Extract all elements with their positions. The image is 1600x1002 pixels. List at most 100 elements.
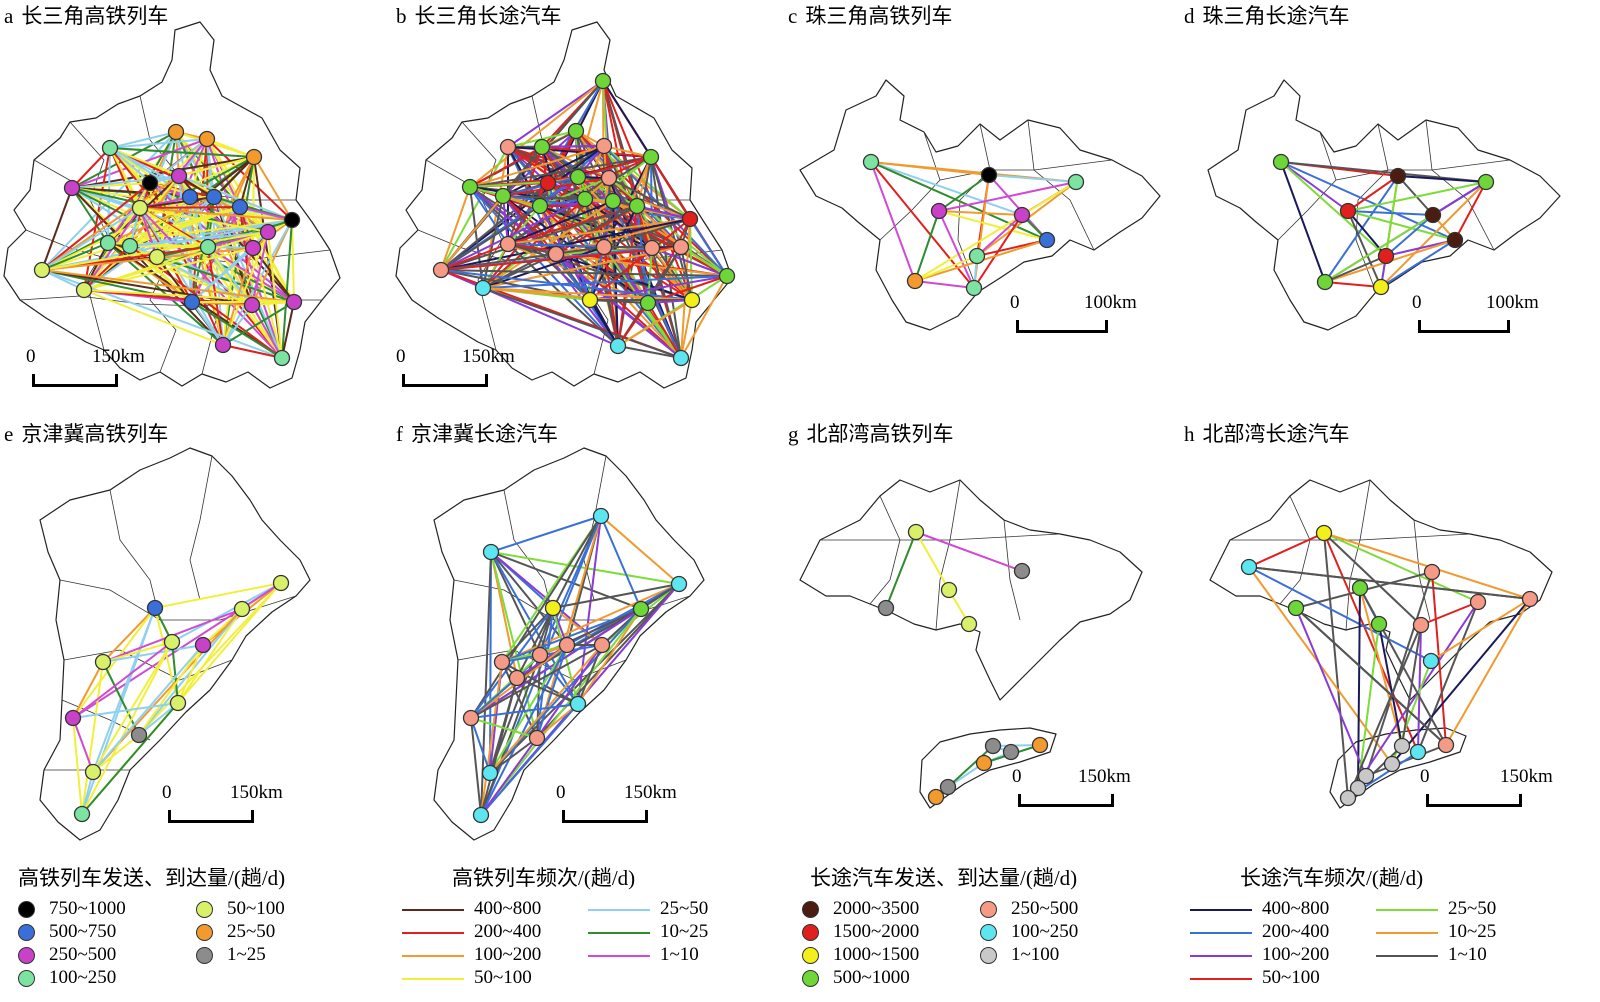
map-d-city-node bbox=[1424, 206, 1442, 224]
map-d-city-node bbox=[1339, 202, 1357, 220]
map-b-link bbox=[502, 145, 605, 197]
legend-title: 长途汽车发送、到达量/(趟/d) bbox=[810, 866, 1078, 890]
map-d-city-node bbox=[1272, 153, 1290, 171]
map-a-city-node bbox=[214, 336, 232, 354]
panel-letter: c bbox=[788, 4, 798, 28]
legend-item: 1000~1500 bbox=[802, 944, 919, 966]
map-b-link bbox=[440, 145, 605, 271]
map-d-city-node bbox=[1446, 231, 1464, 249]
map-d-link bbox=[1324, 281, 1382, 288]
map-c-city-node bbox=[930, 202, 948, 220]
legend-label: 1~25 bbox=[227, 944, 266, 965]
map-a-link bbox=[281, 219, 293, 359]
map-b-city-node bbox=[718, 267, 736, 285]
map-c-link bbox=[938, 174, 990, 212]
legend-dot-icon bbox=[802, 947, 819, 965]
panel-title-text: 珠三角高铁列车 bbox=[805, 4, 953, 28]
map-a-city-node bbox=[259, 223, 277, 241]
map-a-city-node bbox=[283, 211, 301, 229]
map-b-city-node bbox=[499, 235, 517, 253]
legend-label: 10~25 bbox=[660, 921, 709, 942]
map-b-link bbox=[603, 218, 691, 248]
map-h-link bbox=[1431, 571, 1447, 746]
map-d-link bbox=[1280, 161, 1326, 283]
legend-item: 400~800 bbox=[402, 898, 541, 920]
map-g-link bbox=[885, 531, 917, 609]
legend-dot-icon bbox=[980, 924, 997, 942]
map-b-link bbox=[602, 80, 693, 301]
legend-dot-icon bbox=[18, 970, 35, 988]
map-f-city-node bbox=[493, 653, 511, 671]
map-e-city-node bbox=[169, 694, 187, 712]
map-f-city-node bbox=[531, 646, 549, 664]
map-a-city-node bbox=[205, 188, 223, 206]
map-b-link bbox=[689, 218, 693, 301]
legend-item: 10~25 bbox=[588, 921, 708, 943]
map-e-city-node bbox=[146, 599, 164, 617]
map-d-outline bbox=[1207, 79, 1561, 331]
scale-zero: 0 bbox=[1012, 766, 1022, 787]
map-a-link bbox=[41, 187, 73, 271]
panel-title: a 长三角高铁列车 bbox=[4, 0, 168, 30]
panel-letter: b bbox=[396, 4, 407, 28]
map-a-link bbox=[139, 207, 283, 359]
legend-dot-icon bbox=[802, 970, 819, 988]
legend-title: 高铁列车发送、到达量/(趟/d) bbox=[18, 866, 286, 890]
map-b-link bbox=[440, 195, 504, 271]
map-f-link bbox=[490, 551, 568, 646]
map-h-boundary bbox=[1279, 495, 1311, 605]
legend-dot-icon bbox=[196, 924, 213, 942]
map-f-city-node bbox=[592, 507, 610, 525]
legend-label: 200~400 bbox=[474, 921, 542, 942]
legend-item: 100~250 bbox=[18, 967, 116, 989]
scale-distance: 100km bbox=[1486, 292, 1539, 313]
map-a-link bbox=[178, 156, 255, 177]
map-e-link bbox=[138, 644, 204, 736]
map-b-city-node bbox=[539, 174, 557, 192]
map-e-link bbox=[102, 644, 204, 663]
map-a-city-node bbox=[99, 234, 117, 252]
map-b-link bbox=[482, 287, 682, 359]
map-g-boundary bbox=[869, 495, 901, 605]
map-a-link bbox=[71, 187, 224, 346]
map-b-link bbox=[507, 200, 614, 245]
map-h-city-node bbox=[1423, 563, 1441, 581]
map-f-link bbox=[480, 703, 579, 816]
map-b-link bbox=[584, 198, 728, 277]
map-a-link bbox=[156, 256, 295, 303]
map-g-boundary bbox=[820, 533, 1061, 541]
legend-item: 10~25 bbox=[1376, 921, 1496, 943]
legend-item: 1~100 bbox=[980, 944, 1059, 966]
map-h-link bbox=[1378, 623, 1403, 747]
maps-layer bbox=[3, 21, 1561, 841]
legend-line-icon bbox=[588, 908, 650, 911]
map-a-link bbox=[41, 175, 180, 271]
panel-a: a 长三角高铁列车 bbox=[0, 0, 400, 440]
map-h-city-node bbox=[1287, 599, 1305, 617]
panel-letter: g bbox=[788, 422, 799, 446]
map-e-link bbox=[72, 702, 179, 719]
scale-line bbox=[1418, 320, 1510, 333]
map-h-link bbox=[1295, 607, 1447, 746]
map-b-link bbox=[482, 275, 728, 289]
map-f-city-node bbox=[472, 806, 490, 824]
legend-line-icon bbox=[1190, 931, 1252, 934]
legend-label: 500~750 bbox=[49, 921, 117, 942]
map-f-link bbox=[577, 608, 642, 705]
map-a-link bbox=[83, 247, 254, 291]
map-f-link bbox=[501, 583, 680, 663]
map-d-city-node bbox=[1372, 278, 1390, 296]
map-b-link bbox=[507, 218, 691, 245]
legend-item: 500~750 bbox=[18, 921, 116, 943]
map-b-link bbox=[469, 186, 509, 245]
map-a-city-node bbox=[101, 139, 119, 157]
legend-label: 1~100 bbox=[1011, 944, 1060, 965]
map-b-link bbox=[469, 156, 652, 188]
map-c-city-node bbox=[906, 272, 924, 290]
map-f-link bbox=[470, 717, 491, 774]
map-b-city-node bbox=[581, 291, 599, 309]
map-e-city-node bbox=[272, 574, 290, 592]
legend-line-icon bbox=[402, 977, 464, 980]
map-b-city-node bbox=[499, 138, 517, 156]
map-g-link bbox=[915, 531, 1023, 572]
